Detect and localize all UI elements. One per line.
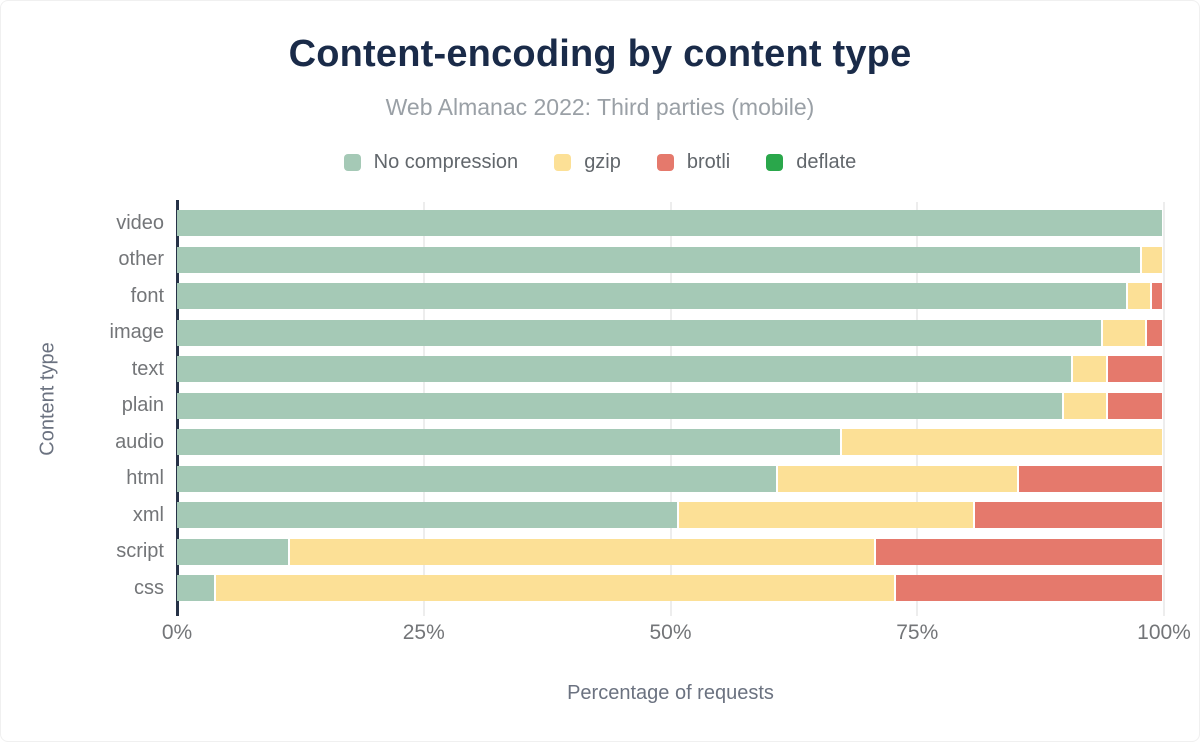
legend-item-gzip[interactable]: gzip — [554, 151, 621, 174]
x-tick-label-100: 100% — [1137, 621, 1191, 644]
category-label: other — [118, 248, 164, 271]
bar-track — [177, 575, 1162, 602]
bar-segment-no-compression[interactable] — [177, 429, 842, 456]
legend-label: No compression — [373, 151, 519, 173]
bar-segment-brotli[interactable] — [1152, 283, 1162, 310]
bar-track — [177, 392, 1162, 419]
bar-segment-brotli[interactable] — [1107, 392, 1162, 419]
bar-track — [177, 538, 1162, 565]
bar-segment-gzip[interactable] — [777, 465, 1020, 492]
bar-segment-gzip[interactable] — [216, 575, 897, 602]
bar-track — [177, 502, 1162, 529]
chart-row-audio: audio — [1, 424, 1162, 461]
bar-segment-gzip[interactable] — [1142, 246, 1162, 273]
category-label: audio — [115, 430, 164, 453]
bar-segment-brotli[interactable] — [1147, 319, 1162, 346]
bar-segment-no-compression[interactable] — [177, 246, 1143, 273]
chart-row-script: script — [1, 534, 1162, 571]
x-axis-title: Percentage of requests — [567, 682, 774, 704]
legend-label: gzip — [584, 151, 621, 173]
legend-swatch-gzip — [554, 154, 572, 171]
chart-row-video: video — [1, 205, 1162, 242]
category-label: video — [116, 211, 164, 234]
category-label: script — [116, 540, 164, 563]
x-axis-ticks: 0% 25% 50% 75% 100% — [162, 621, 1191, 647]
chart-row-text: text — [1, 351, 1162, 388]
category-label: font — [130, 284, 164, 307]
bar-track — [177, 246, 1162, 273]
legend-swatch-no-compression — [343, 154, 361, 171]
legend-swatch-deflate — [766, 154, 784, 171]
bar-segment-gzip[interactable] — [1073, 356, 1108, 383]
chart-row-html: html — [1, 461, 1162, 498]
bar-segment-gzip[interactable] — [1127, 283, 1153, 310]
category-label: text — [131, 357, 164, 380]
chart-area: video other font image text plain audio html xml… — [1, 200, 1199, 741]
bar-track — [177, 319, 1162, 346]
bar-segment-no-compression[interactable] — [177, 538, 291, 565]
bar-segment-brotli[interactable] — [896, 575, 1162, 602]
bar-track — [177, 465, 1162, 492]
chart-title: Content-encoding by content type — [288, 33, 912, 75]
legend-label: deflate — [796, 151, 857, 173]
bar-segment-gzip[interactable] — [841, 429, 1162, 456]
bar-segment-gzip[interactable] — [1063, 392, 1108, 419]
legend-item-brotli[interactable]: brotli — [656, 151, 731, 174]
chart-row-font: font — [1, 278, 1162, 315]
bar-segment-gzip[interactable] — [679, 502, 975, 529]
bar-segment-brotli[interactable] — [876, 538, 1162, 565]
bar-segment-no-compression[interactable] — [177, 210, 1162, 237]
legend-label: brotli — [686, 151, 731, 173]
bar-segment-brotli[interactable] — [1107, 356, 1162, 383]
bar-track — [177, 210, 1162, 237]
category-label: image — [109, 321, 164, 344]
bar-segment-no-compression[interactable] — [177, 392, 1064, 419]
gridline-100 — [1163, 202, 1165, 616]
chart-row-plain: plain — [1, 388, 1162, 425]
bar-track — [177, 356, 1162, 383]
legend-item-deflate[interactable]: deflate — [766, 151, 856, 174]
bar-segment-no-compression[interactable] — [177, 319, 1103, 346]
category-label: css — [134, 576, 164, 599]
bar-segment-gzip[interactable] — [1102, 319, 1148, 346]
chart-row-xml: xml — [1, 497, 1162, 534]
legend-item-no-compression[interactable]: No compression — [343, 151, 519, 174]
bar-segment-no-compression[interactable] — [177, 283, 1128, 310]
bar-segment-brotli[interactable] — [1019, 465, 1162, 492]
bar-segment-no-compression[interactable] — [177, 575, 217, 602]
legend: No compression gzip brotli deflate — [1, 151, 1199, 174]
category-label: plain — [121, 394, 164, 417]
bar-track — [177, 429, 1162, 456]
legend-swatch-brotli — [656, 154, 674, 171]
bar-segment-no-compression[interactable] — [177, 356, 1074, 383]
category-label: xml — [132, 503, 164, 526]
category-label: html — [126, 467, 164, 490]
chart-row-other: other — [1, 242, 1162, 279]
x-tick-label-50: 50% — [649, 621, 692, 644]
chart-row-image: image — [1, 315, 1162, 352]
x-tick-label-75: 75% — [896, 621, 939, 644]
bar-rows: video other font image text plain audio html xml… — [1, 205, 1162, 607]
bar-segment-brotli[interactable] — [974, 502, 1162, 529]
chart-row-css: css — [1, 570, 1162, 607]
bar-segment-no-compression[interactable] — [177, 502, 680, 529]
chart-subtitle: Web Almanac 2022: Third parties (mobile) — [385, 94, 815, 120]
x-tick-label-25: 25% — [402, 621, 445, 644]
bar-segment-gzip[interactable] — [290, 538, 877, 565]
x-tick-label-0: 0% — [161, 621, 193, 644]
bar-segment-no-compression[interactable] — [177, 465, 778, 492]
bar-track — [177, 283, 1162, 310]
